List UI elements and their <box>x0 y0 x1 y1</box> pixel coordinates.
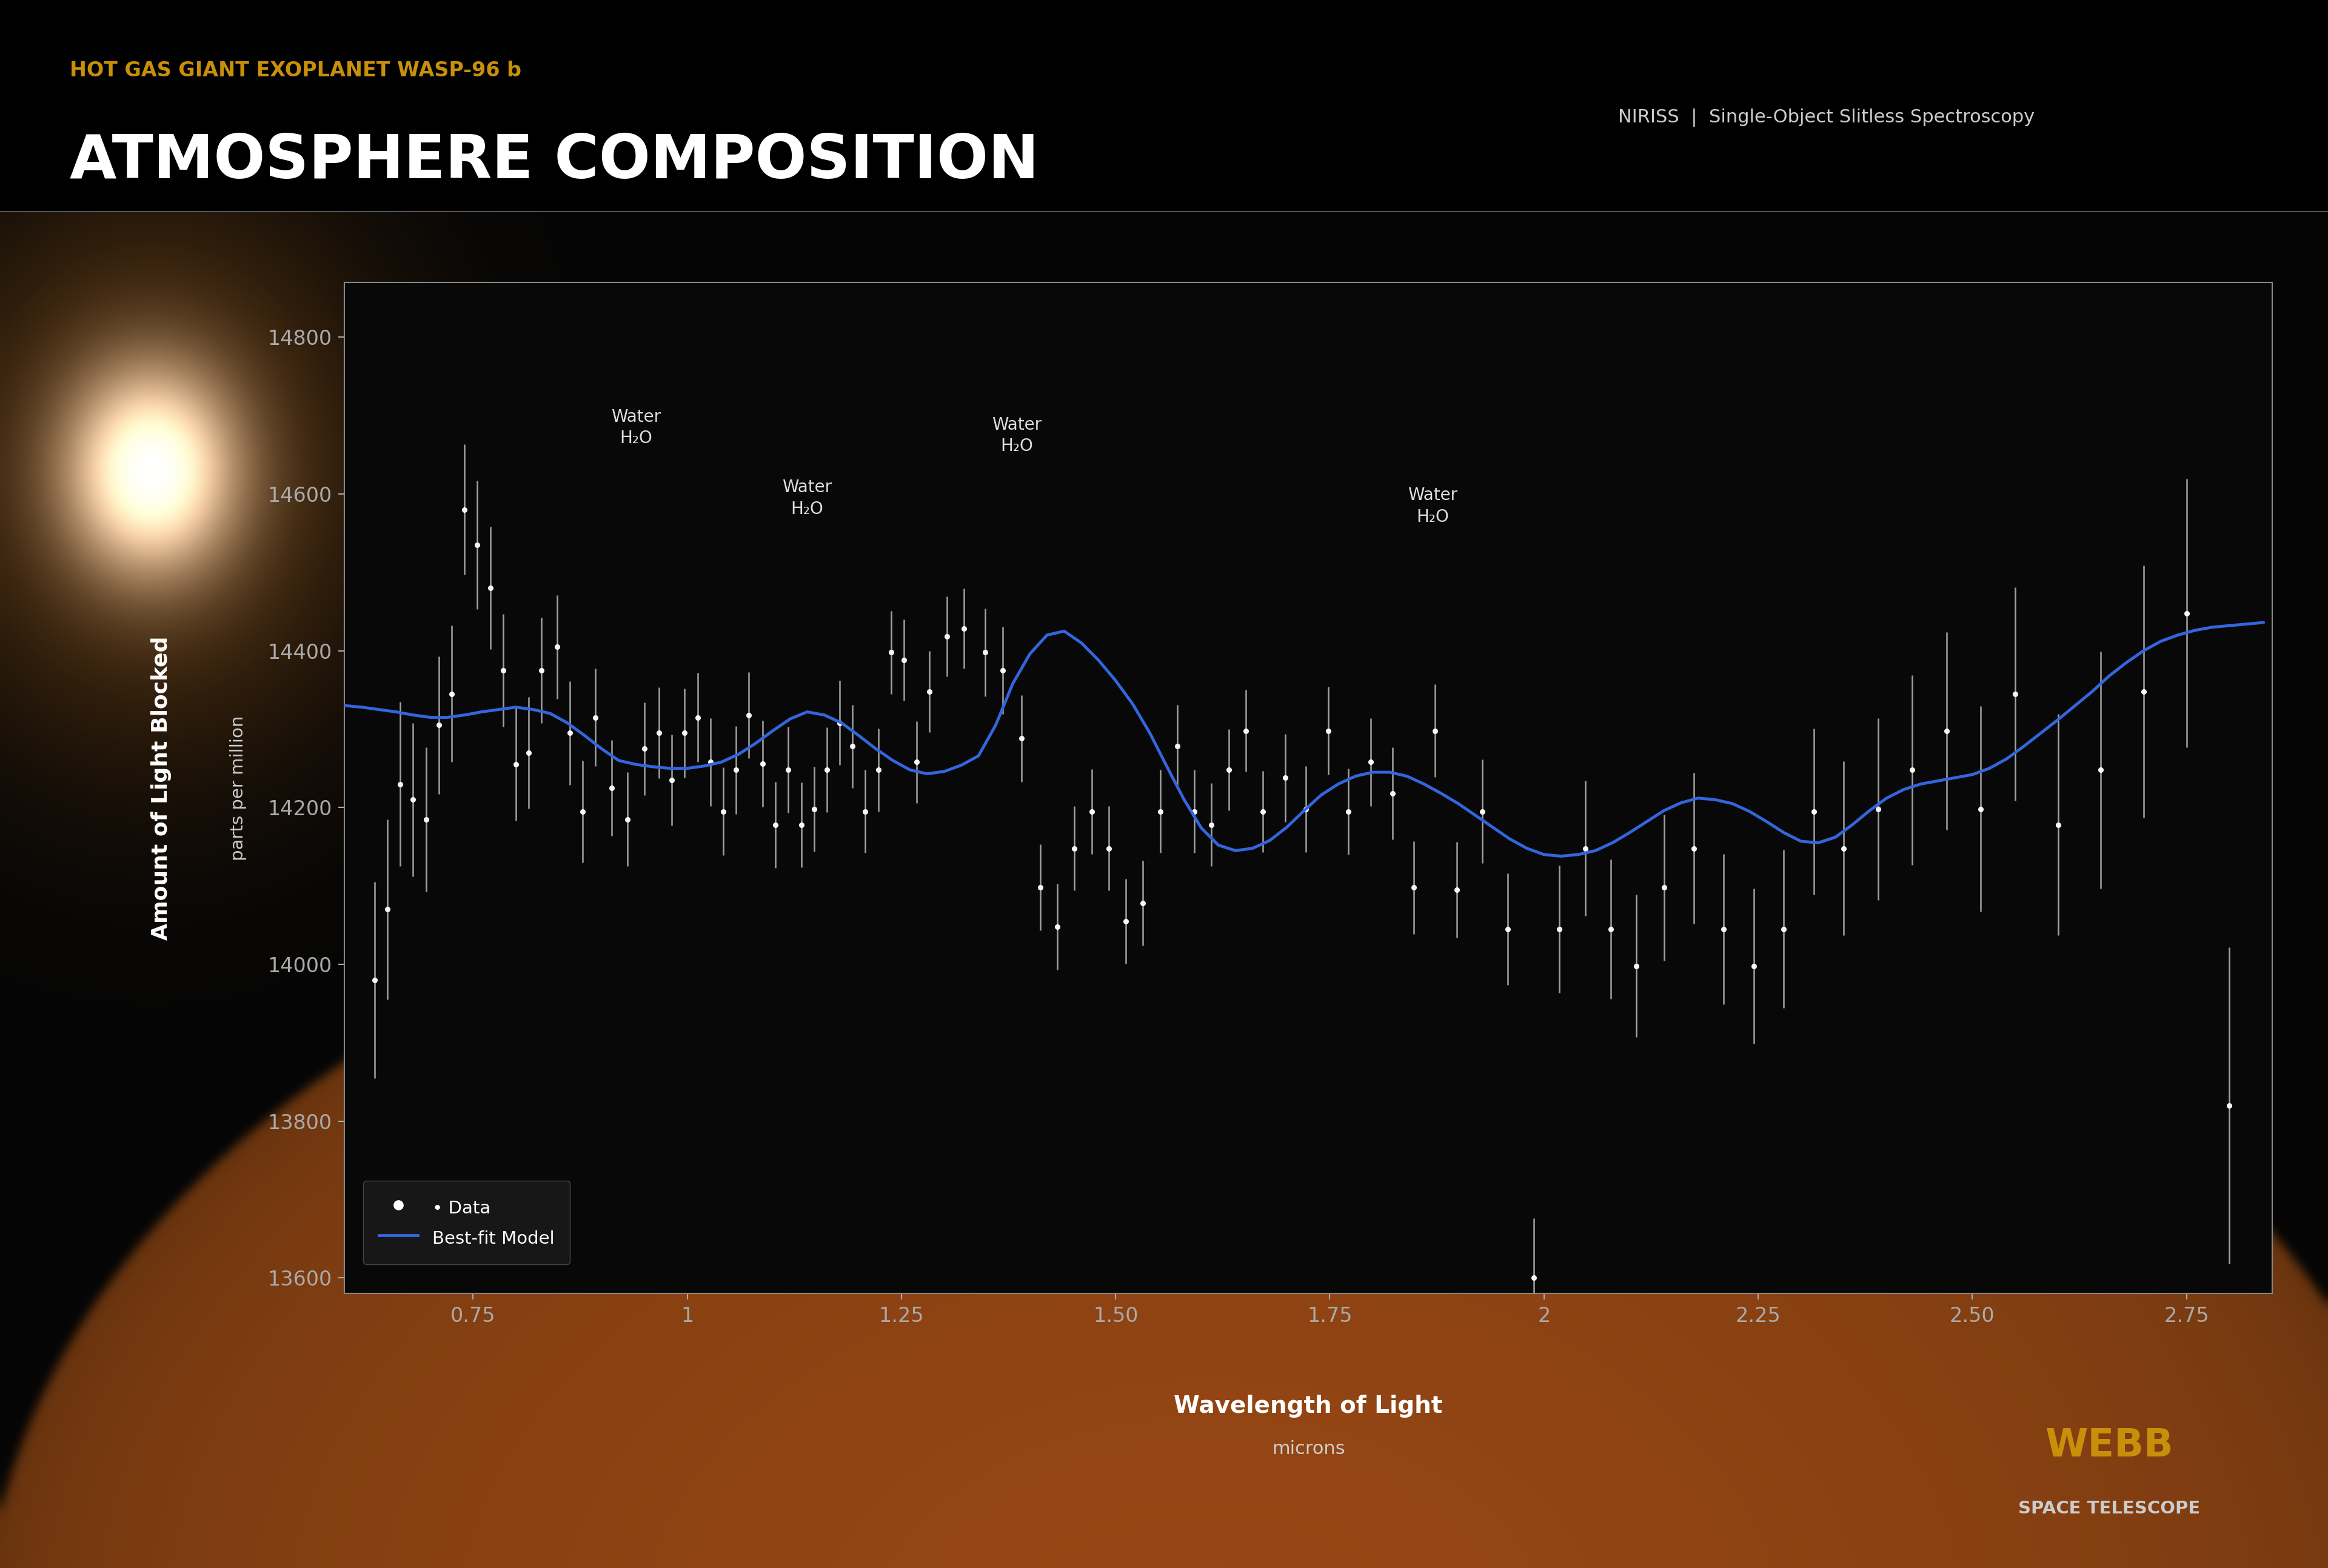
Legend: • Data, Best-fit Model: • Data, Best-fit Model <box>363 1181 570 1264</box>
Text: Water
H₂O: Water H₂O <box>992 416 1043 455</box>
Text: ATMOSPHERE COMPOSITION: ATMOSPHERE COMPOSITION <box>70 132 1038 191</box>
Text: microns: microns <box>1271 1441 1346 1458</box>
Text: NIRISS  |  Single-Object Slitless Spectroscopy: NIRISS | Single-Object Slitless Spectros… <box>1618 108 2035 127</box>
Text: Wavelength of Light: Wavelength of Light <box>1173 1396 1443 1417</box>
Text: Water
H₂O: Water H₂O <box>782 478 831 517</box>
Text: Water
H₂O: Water H₂O <box>1408 486 1457 525</box>
Text: WEBB: WEBB <box>2044 1427 2174 1465</box>
Text: SPACE TELESCOPE: SPACE TELESCOPE <box>2018 1501 2200 1516</box>
Text: Water
H₂O: Water H₂O <box>610 408 661 447</box>
Text: Amount of Light Blocked: Amount of Light Blocked <box>151 637 172 939</box>
Text: HOT GAS GIANT EXOPLANET WASP-96 b: HOT GAS GIANT EXOPLANET WASP-96 b <box>70 61 521 80</box>
Text: parts per million: parts per million <box>230 715 247 861</box>
